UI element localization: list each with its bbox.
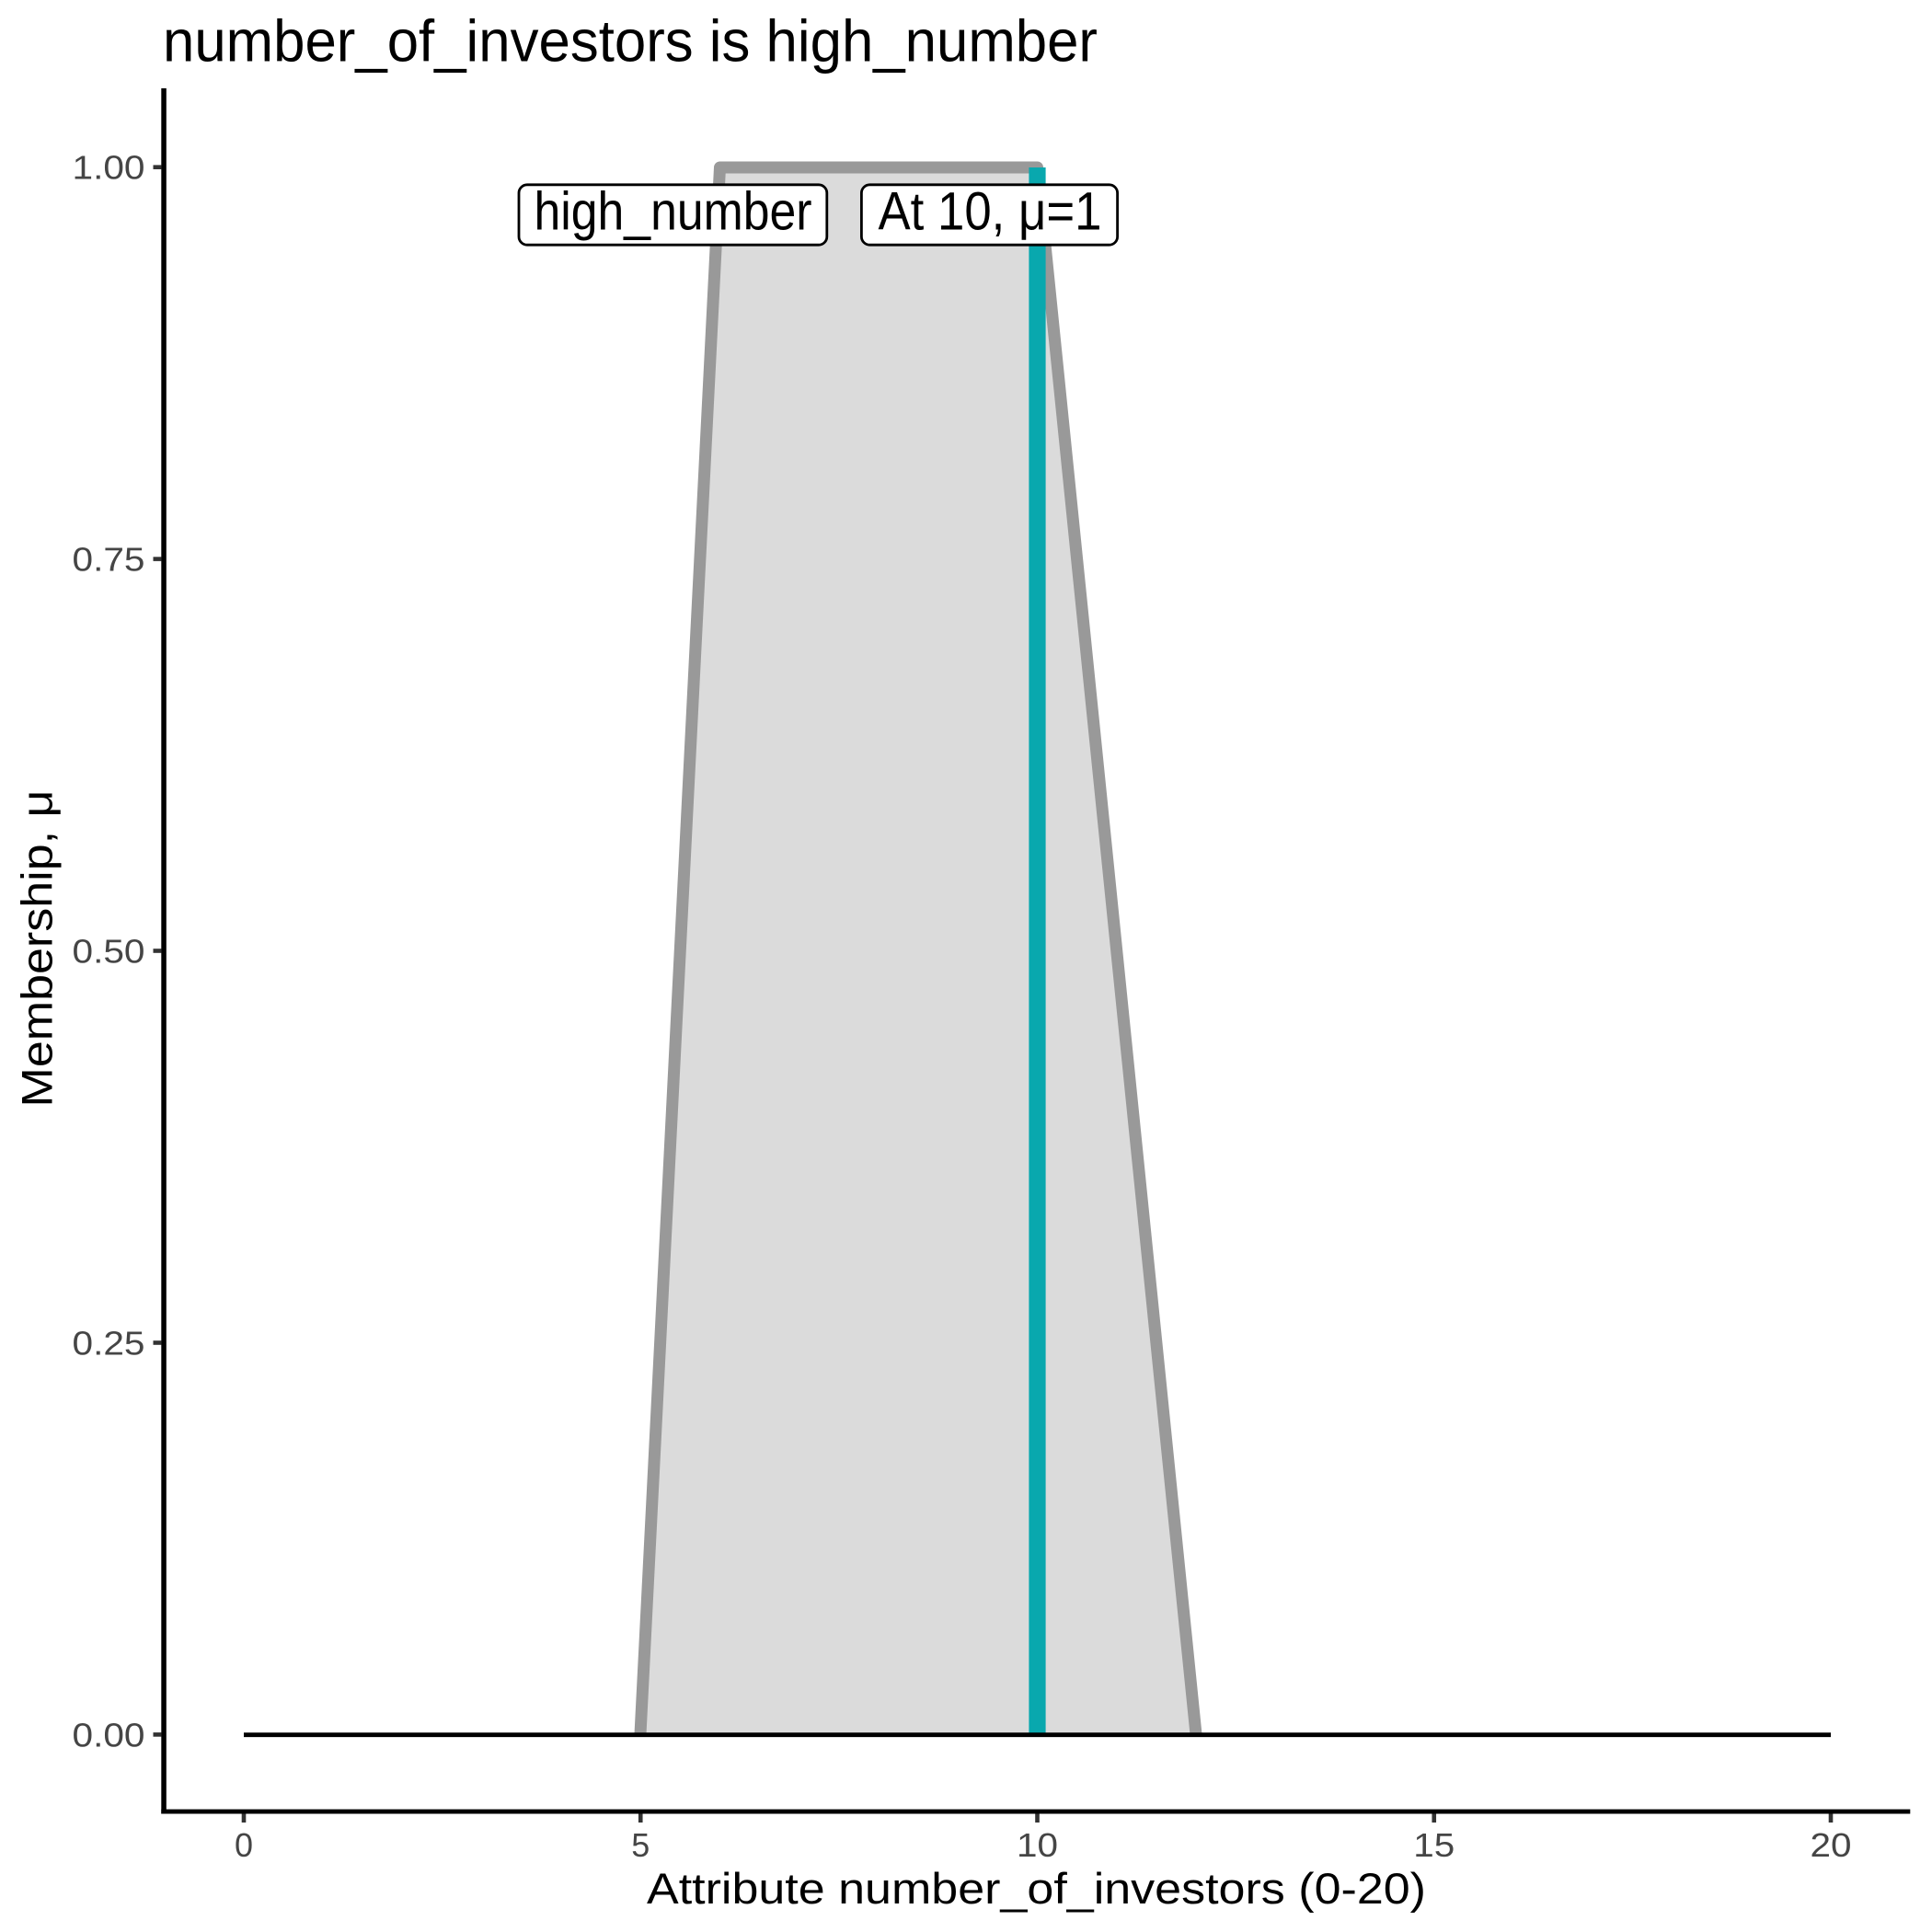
svg-text:At 10, μ=1: At 10, μ=1 <box>879 182 1102 242</box>
svg-text:10: 10 <box>1017 1826 1058 1864</box>
svg-text:number_of_investors is high_nu: number_of_investors is high_number <box>163 8 1098 75</box>
svg-text:Attribute number_of_investors: Attribute number_of_investors (0-20) <box>647 1865 1426 1914</box>
svg-text:0.00: 0.00 <box>73 1716 145 1754</box>
svg-text:high_number: high_number <box>535 182 812 242</box>
svg-text:1.00: 1.00 <box>73 149 145 187</box>
svg-text:0.75: 0.75 <box>73 541 145 579</box>
svg-text:0.25: 0.25 <box>73 1324 145 1362</box>
svg-text:0.50: 0.50 <box>73 932 145 970</box>
svg-text:20: 20 <box>1811 1826 1852 1864</box>
svg-text:Membership, μ: Membership, μ <box>13 790 62 1108</box>
svg-text:0: 0 <box>235 1826 253 1864</box>
svg-text:5: 5 <box>631 1826 650 1864</box>
svg-text:15: 15 <box>1413 1826 1455 1864</box>
